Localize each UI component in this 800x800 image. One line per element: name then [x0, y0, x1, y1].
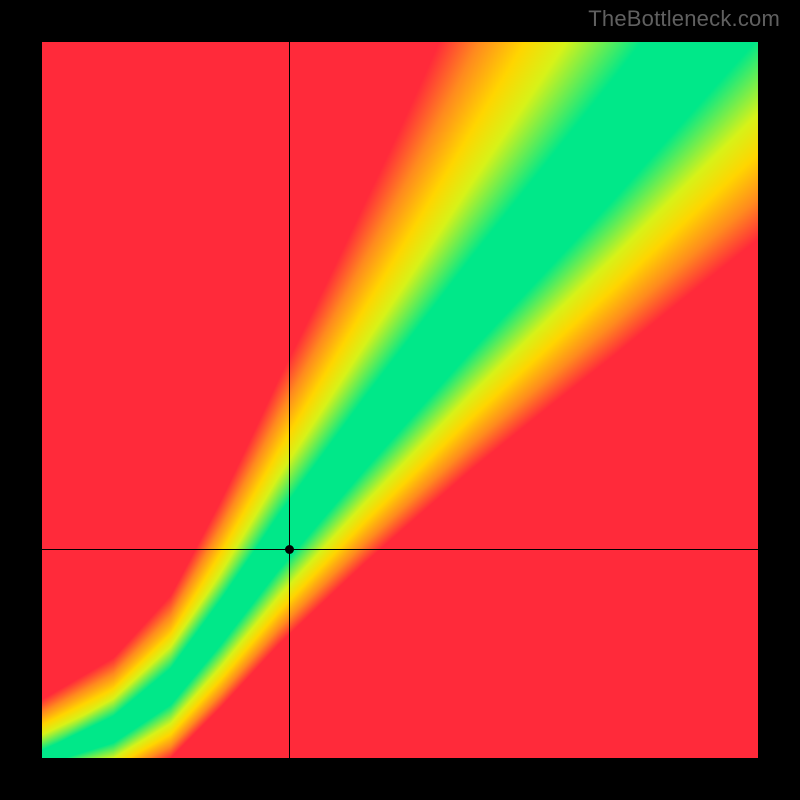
crosshair-vertical [289, 42, 290, 758]
heatmap-canvas [42, 42, 758, 758]
chart-frame: TheBottleneck.com [0, 0, 800, 800]
marker-dot [285, 545, 294, 554]
crosshair-horizontal [42, 549, 758, 550]
source-watermark: TheBottleneck.com [588, 6, 780, 32]
heatmap-plot [42, 42, 758, 758]
